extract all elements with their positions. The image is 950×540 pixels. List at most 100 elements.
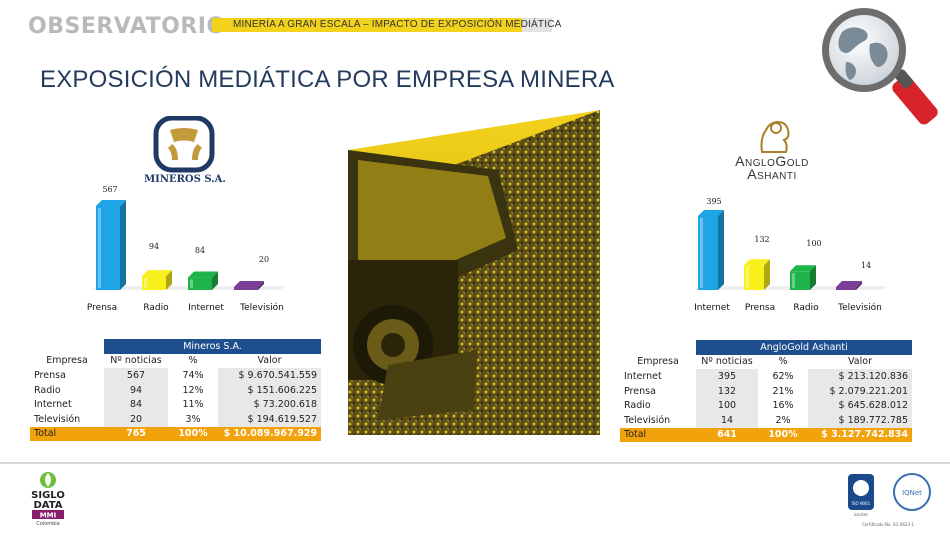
iqnet-seal-icon (893, 473, 931, 511)
icontec-label: icontec (854, 512, 869, 517)
bar-front (698, 216, 718, 290)
mmi-word: MMI (40, 512, 57, 520)
bar-prensa (744, 259, 770, 290)
table-row: Prensa 567 74% $ 9.670.541.559 (30, 368, 322, 383)
mineros-table: Mineros S.A. Empresa Nº noticias % Valor… (30, 339, 322, 442)
bar-value-label: 395 (706, 197, 721, 206)
siglo-leaf-shape (45, 473, 51, 487)
anglogold-table: AngloGold Ashanti Empresa Nº noticias % … (620, 340, 913, 443)
table-row: Televisión 20 3% $ 194.619.527 (30, 411, 322, 427)
bar-top (790, 265, 816, 272)
category-label: Radio (143, 303, 169, 313)
bar-top (836, 281, 862, 287)
bar-side (258, 281, 264, 290)
bar-value-label: 20 (259, 255, 269, 264)
anglogold-subname: Ashanti (747, 166, 797, 182)
anglogold-logo-text: AngloGold Ashanti (712, 153, 832, 182)
table-cell: Total (30, 426, 104, 442)
table-row: Radio 94 12% $ 151.606.225 (30, 382, 322, 398)
category-label: Prensa (745, 303, 775, 313)
colombia-word: Colombia (36, 521, 60, 527)
table-cell: Radio (34, 384, 61, 396)
bar-highlight (98, 208, 101, 288)
table-row: Prensa 132 21% $ 2.079.221.201 (620, 383, 913, 399)
brand-wordmark: OBSERVATORIO (28, 14, 226, 39)
magnifier-globe-icon (822, 8, 938, 125)
category-label: Televisión (837, 302, 882, 313)
bar-value-label: 100 (806, 239, 821, 248)
header-strip-yellow (212, 18, 522, 32)
bar-side (810, 265, 816, 290)
table-cell: 74% (182, 369, 204, 381)
certificate-caption: Certificado No. SG 6623-1 (862, 522, 914, 527)
table-cell: Televisión (34, 413, 81, 425)
table-cell: Internet (34, 399, 72, 411)
bar-internet (698, 210, 724, 290)
table-cell: 3% (185, 413, 201, 425)
bar-highlight (746, 267, 749, 288)
table-empty-cell (30, 339, 104, 354)
table-cell: Total (620, 427, 696, 443)
table-cell: Televisión (624, 414, 671, 426)
bar-top (142, 270, 172, 277)
certification-logos: ISO 9001 icontec IQNet Certificado No. S… (848, 473, 931, 527)
bar-front (744, 265, 764, 290)
table-cell: $ 9.670.541.559 (218, 368, 322, 383)
table-total-row: Total 765 100% $ 10.089.967.929 (30, 426, 322, 442)
table-cell: $ 151.606.225 (218, 382, 322, 398)
bar-highlight (700, 218, 703, 288)
bar-top (188, 271, 218, 278)
bar-televisión (836, 281, 862, 290)
bar-top (234, 281, 264, 287)
table-cell: 395 (696, 369, 758, 384)
mineros-bar-chart: 567 Prensa 94 Radio 84 Internet 20 Televisión (70, 180, 286, 320)
category-label: Prensa (87, 303, 117, 313)
bar-side (120, 200, 126, 290)
bar-side (212, 271, 218, 290)
mineros-logo: MINEROS S.A. (140, 115, 230, 188)
bar-top (744, 259, 770, 266)
data-word: DATA (33, 500, 62, 511)
table-total-row: Total 641 100% $ 3.127.742.834 (620, 427, 913, 443)
table-cell: 100% (758, 427, 808, 443)
siglo-word: SIGLO (31, 490, 65, 501)
table-cell: $ 2.079.221.201 (808, 383, 913, 399)
table-header: Empresa (620, 354, 696, 370)
bar-highlight (144, 278, 147, 288)
table-header: Nº noticias (696, 354, 758, 370)
category-label: Internet (188, 303, 224, 313)
table-cell: 132 (696, 383, 758, 399)
table-cell: $ 73.200.618 (218, 397, 322, 412)
table-cell: 84 (104, 397, 168, 412)
table-row: Internet 395 62% $ 213.120.836 (620, 369, 913, 384)
bar-radio (142, 270, 172, 290)
table-caption: Mineros S.A. (104, 339, 322, 354)
anglogold-logo: AngloGold Ashanti (712, 116, 832, 190)
bar-value-label: 84 (195, 246, 205, 255)
table-cell: Internet (624, 370, 662, 382)
anglogold-bar-chart: 395 Internet 132 Prensa 100 Radio 14 Televisión (680, 190, 888, 320)
table-cell: 16% (772, 400, 794, 412)
table-cell: $ 194.619.527 (218, 411, 322, 427)
table-cell: Prensa (34, 369, 66, 381)
mineros-logo-text: MINEROS S.A. (144, 174, 226, 185)
anglogold-name: AngloGold (735, 153, 809, 169)
page-title: EXPOSICIÓN MEDIÁTICA POR EMPRESA MINERA (40, 66, 615, 93)
table-header: Nº noticias (104, 353, 168, 369)
table-cell: Radio (624, 400, 651, 412)
lion-icon (760, 120, 790, 153)
iqnet-label: IQNet (902, 489, 922, 497)
table-row: Televisión 14 2% $ 189.772.785 (620, 412, 913, 428)
icontec-iso-label: ISO 9001 (852, 501, 871, 506)
table-cell: 2% (775, 414, 791, 426)
table-cell: $ 213.120.836 (808, 369, 913, 384)
siglo-mmi-badge (32, 510, 64, 519)
category-label: Radio (793, 303, 819, 313)
table-cell: $ 10.089.967.929 (218, 426, 322, 442)
table-row: Radio 100 16% $ 645.628.012 (620, 398, 913, 413)
bar-side (856, 281, 862, 290)
table-cell: 100 (696, 398, 758, 413)
bar-value-label: 567 (102, 185, 117, 194)
table-cell: 21% (772, 385, 794, 397)
table-caption: AngloGold Ashanti (696, 340, 913, 355)
